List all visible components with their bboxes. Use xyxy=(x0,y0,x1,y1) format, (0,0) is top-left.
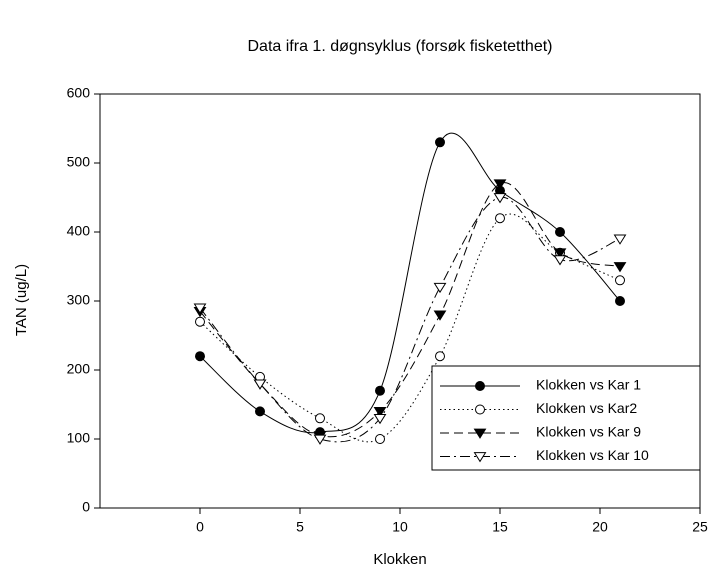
marker xyxy=(375,434,385,444)
legend-label: Klokken vs Kar 9 xyxy=(536,424,641,440)
marker xyxy=(193,303,207,314)
marker xyxy=(613,262,627,273)
marker xyxy=(195,316,205,327)
y-tick-label: 300 xyxy=(67,292,91,308)
x-tick-label: 10 xyxy=(392,519,408,535)
y-tick-label: 500 xyxy=(67,154,91,170)
x-tick-label: 15 xyxy=(492,519,508,535)
series-line xyxy=(199,213,621,443)
marker xyxy=(493,193,507,204)
legend-label: Klokken vs Kar2 xyxy=(536,400,637,416)
series-line xyxy=(199,196,621,443)
marker xyxy=(553,255,567,266)
marker xyxy=(493,179,507,190)
marker xyxy=(615,275,625,286)
x-tick-label: 20 xyxy=(592,519,608,535)
series-line xyxy=(199,132,621,434)
marker xyxy=(435,137,445,148)
marker xyxy=(555,227,565,237)
y-tick-label: 400 xyxy=(67,223,91,239)
legend-marker xyxy=(473,428,487,439)
y-axis-label: TAN (ug/L) xyxy=(13,264,30,336)
marker xyxy=(613,234,627,245)
y-tick-label: 200 xyxy=(67,361,91,377)
marker xyxy=(253,379,267,390)
marker xyxy=(553,248,567,259)
marker xyxy=(433,310,447,321)
y-tick-label: 0 xyxy=(82,499,90,515)
legend-marker xyxy=(475,404,485,415)
marker xyxy=(373,407,387,418)
marker xyxy=(615,296,625,306)
marker xyxy=(313,434,327,445)
legend-marker xyxy=(475,381,485,391)
chart-title: Data ifra 1. døgnsyklus (forsøk fisketet… xyxy=(248,38,553,55)
marker xyxy=(255,406,265,417)
marker xyxy=(435,351,445,362)
marker xyxy=(433,282,447,294)
series-line xyxy=(199,182,621,438)
legend-label: Klokken vs Kar 10 xyxy=(536,447,649,463)
marker xyxy=(375,385,385,396)
y-tick-label: 600 xyxy=(67,85,91,101)
x-tick-label: 5 xyxy=(296,519,304,535)
x-tick-label: 25 xyxy=(692,519,708,535)
marker xyxy=(373,413,387,425)
y-tick-label: 100 xyxy=(67,430,91,446)
marker xyxy=(315,413,325,424)
x-tick-label: 0 xyxy=(196,519,204,535)
marker xyxy=(495,213,505,224)
legend-label: Klokken vs Kar 1 xyxy=(536,377,641,393)
marker xyxy=(195,351,205,362)
legend-marker xyxy=(473,452,487,463)
x-axis-label: Klokken xyxy=(373,551,426,568)
